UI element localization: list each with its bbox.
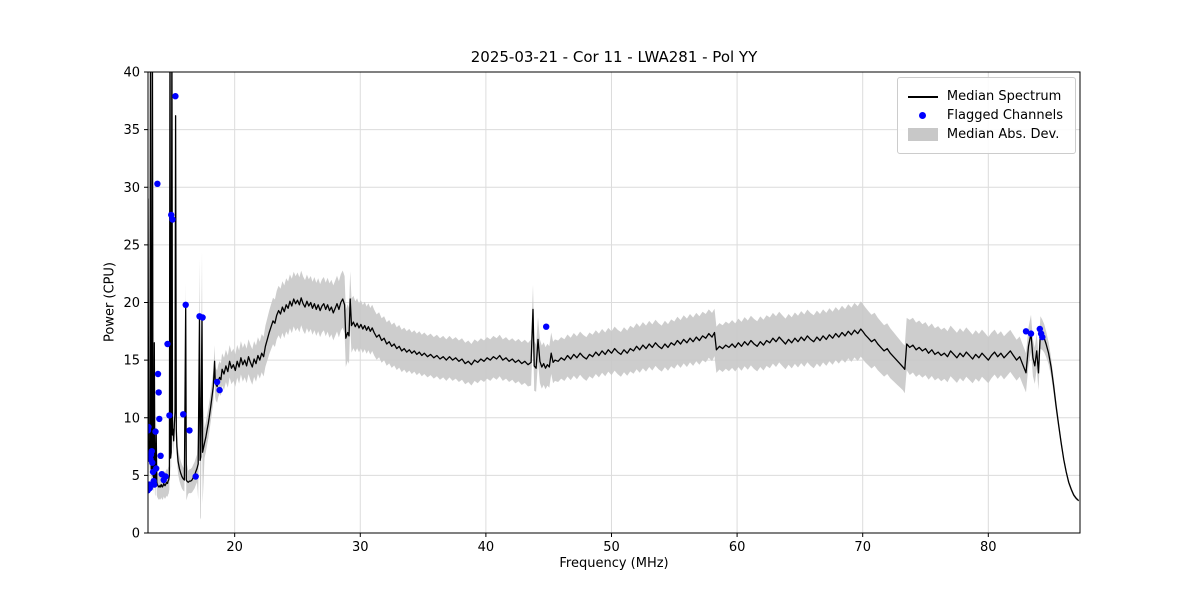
flagged-channel-marker — [164, 340, 171, 348]
median-spectrum-line — [148, 72, 1080, 502]
flagged-channel-marker — [148, 448, 155, 455]
mad-patch-sample — [907, 128, 938, 141]
flagged-channel-marker — [153, 465, 160, 472]
flagged-channel-marker — [148, 423, 152, 431]
x-tick-label: 70 — [854, 540, 871, 555]
y-axis-label: Power (CPU) — [102, 261, 118, 343]
flagged-channel-marker — [1027, 330, 1035, 337]
flagged-dot-sample — [908, 112, 938, 119]
flagged-channel-marker — [1022, 328, 1030, 335]
flagged-channel-marker — [149, 459, 156, 466]
flagged-channel-marker — [156, 415, 163, 423]
legend-item-mad: Median Abs. Dev. — [907, 127, 1063, 142]
flagged-channel-marker — [182, 301, 189, 308]
flagged-channel-marker — [216, 386, 223, 394]
legend-label-flagged: Flagged Channels — [946, 108, 1063, 123]
x-tick-label: 60 — [729, 540, 746, 555]
median-line-sample — [907, 95, 938, 98]
flagged-channel-marker — [169, 216, 176, 223]
flagged-channel-marker — [154, 370, 162, 378]
y-tick-label: 10 — [123, 411, 140, 426]
axis-ticks — [144, 71, 989, 537]
flagged-channels-points — [148, 93, 1046, 494]
y-tick-label: 0 — [132, 527, 140, 542]
flagged-channel-marker — [199, 314, 206, 321]
y-tick-label: 40 — [123, 66, 140, 81]
legend-item-flagged-channels: Flagged Channels — [908, 108, 1063, 123]
x-tick-label: 30 — [352, 540, 369, 555]
legend-label-mad: Median Abs. Dev. — [946, 127, 1060, 142]
flagged-channel-marker — [166, 412, 173, 419]
legend: Median Spectrum Flagged Channels Median … — [896, 77, 1076, 154]
flagged-channel-marker — [172, 93, 179, 100]
y-tick-label: 25 — [123, 238, 140, 253]
legend-label-median: Median Spectrum — [946, 89, 1062, 104]
chart-title: 2025-03-21 - Cor 11 - LWA281 - Pol YY — [470, 48, 758, 66]
x-tick-label: 80 — [980, 540, 997, 555]
flagged-channel-marker — [180, 411, 187, 418]
flagged-channel-marker — [151, 481, 158, 488]
x-tick-label: 50 — [603, 540, 620, 555]
y-tick-label: 30 — [123, 181, 140, 196]
flagged-channel-marker — [162, 473, 169, 480]
flagged-channel-marker — [213, 378, 221, 386]
x-tick-label: 40 — [478, 540, 495, 555]
flagged-channel-marker — [155, 389, 162, 396]
legend-item-median-spectrum: Median Spectrum — [907, 89, 1063, 104]
mad-band — [148, 72, 1079, 520]
y-tick-label: 35 — [123, 123, 140, 138]
x-axis-label: Frequency (MHz) — [559, 556, 669, 571]
flagged-channel-marker — [157, 452, 164, 459]
y-tick-label: 20 — [123, 296, 140, 311]
flagged-channel-marker — [1039, 333, 1046, 341]
y-tick-label: 15 — [123, 354, 140, 369]
x-tick-label: 20 — [226, 540, 243, 555]
flagged-channel-marker — [543, 323, 550, 330]
flagged-channel-marker — [186, 427, 193, 434]
flagged-channel-marker — [152, 428, 159, 435]
tick-labels: 20 30 40 50 60 70 80 0 5 10 15 20 25 30 35 40 — [123, 66, 996, 556]
flagged-channel-marker — [192, 473, 199, 480]
y-tick-label: 5 — [132, 469, 140, 484]
flagged-channel-marker — [154, 180, 161, 187]
